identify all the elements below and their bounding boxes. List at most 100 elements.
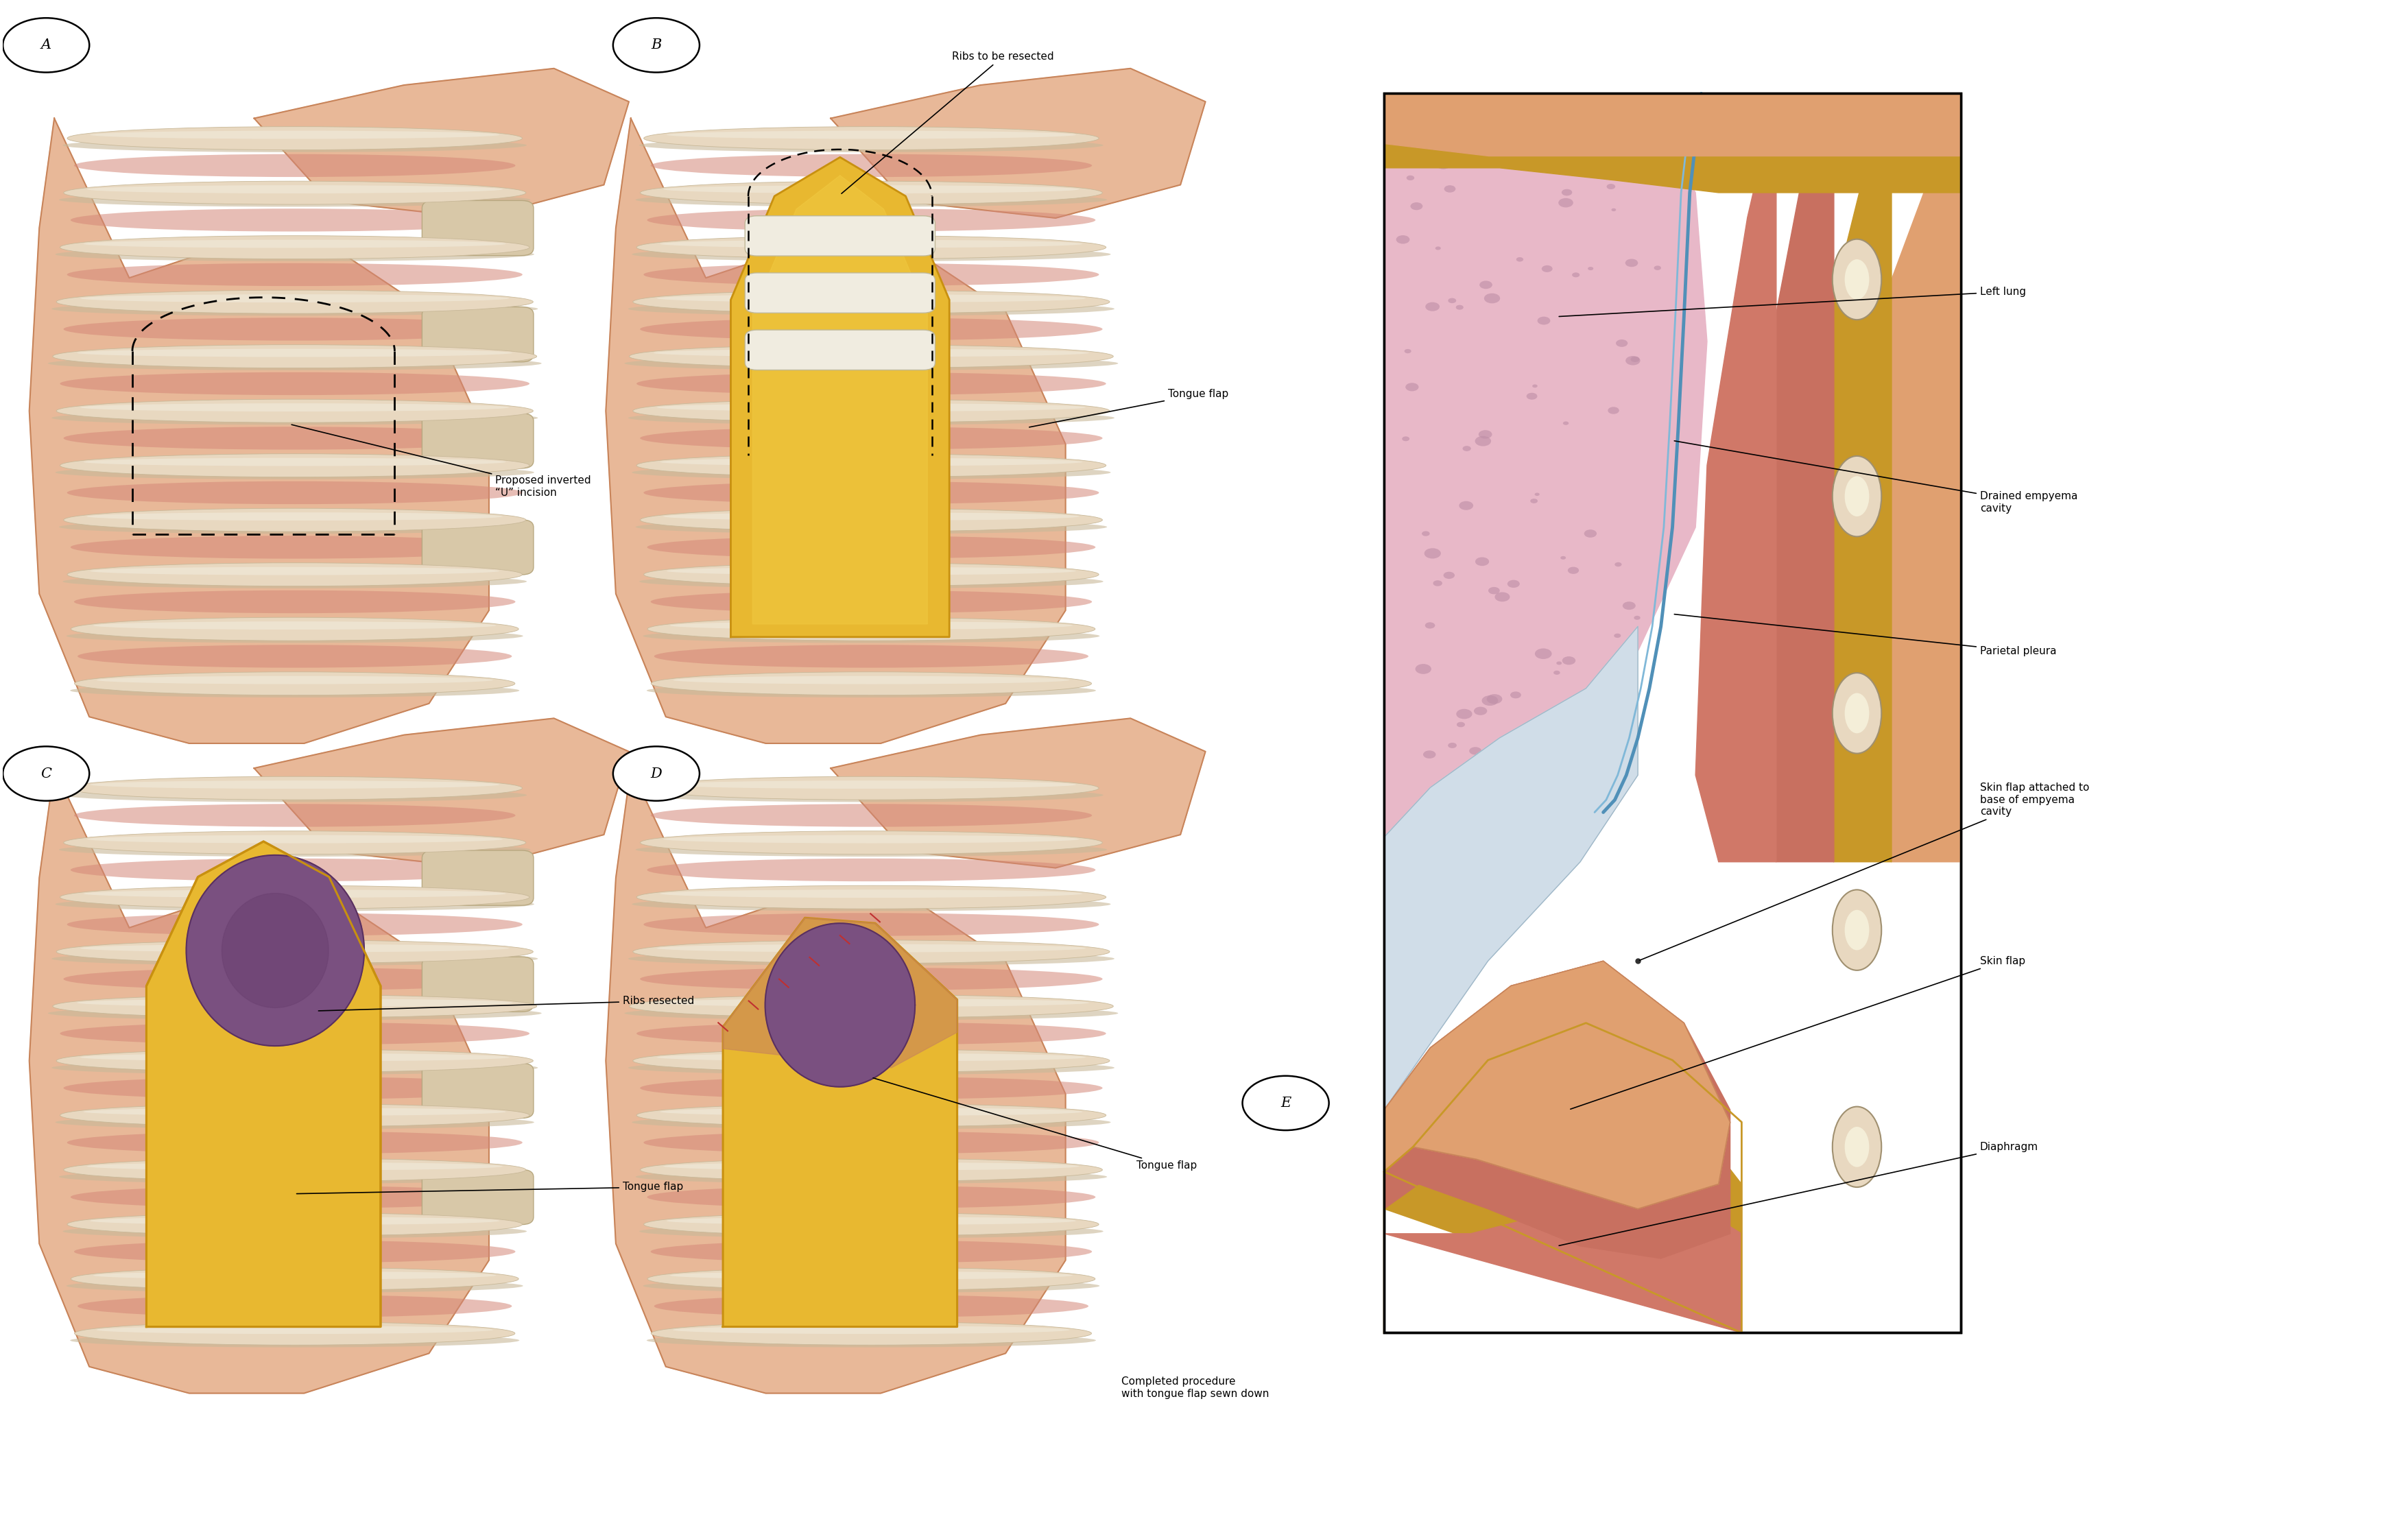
Circle shape	[1483, 293, 1500, 303]
Ellipse shape	[650, 804, 1091, 827]
Ellipse shape	[89, 1217, 498, 1224]
Circle shape	[1534, 648, 1551, 658]
Circle shape	[1476, 435, 1491, 446]
Ellipse shape	[89, 781, 498, 789]
Ellipse shape	[657, 944, 1086, 953]
Circle shape	[1486, 695, 1503, 704]
Ellipse shape	[70, 684, 520, 698]
Polygon shape	[1385, 1185, 1741, 1333]
Ellipse shape	[650, 155, 1091, 177]
Ellipse shape	[84, 1107, 506, 1117]
Circle shape	[1570, 769, 1577, 774]
Circle shape	[1404, 349, 1411, 353]
Ellipse shape	[628, 951, 1115, 966]
Ellipse shape	[650, 590, 1091, 613]
Ellipse shape	[67, 1279, 523, 1292]
Circle shape	[1406, 176, 1413, 181]
Ellipse shape	[624, 356, 1117, 370]
Circle shape	[1517, 258, 1524, 261]
Text: Tongue flap: Tongue flap	[296, 1182, 684, 1194]
Circle shape	[1457, 722, 1464, 727]
Ellipse shape	[643, 563, 1098, 586]
Ellipse shape	[55, 247, 535, 261]
Ellipse shape	[96, 677, 494, 684]
Ellipse shape	[638, 575, 1103, 589]
Ellipse shape	[67, 913, 523, 936]
Polygon shape	[1385, 94, 1707, 862]
Ellipse shape	[648, 1267, 1096, 1291]
Ellipse shape	[1832, 1106, 1881, 1188]
Ellipse shape	[70, 1267, 518, 1291]
Circle shape	[2, 18, 89, 73]
Circle shape	[1447, 297, 1457, 303]
Ellipse shape	[636, 520, 1108, 534]
Ellipse shape	[79, 294, 510, 302]
FancyBboxPatch shape	[421, 306, 535, 363]
Circle shape	[1553, 671, 1560, 675]
Ellipse shape	[63, 426, 525, 449]
Circle shape	[1445, 185, 1454, 193]
Circle shape	[614, 18, 698, 73]
Circle shape	[1442, 572, 1454, 579]
Ellipse shape	[60, 886, 530, 909]
Text: C: C	[41, 768, 51, 780]
Ellipse shape	[638, 1224, 1103, 1238]
Ellipse shape	[653, 998, 1088, 1007]
Ellipse shape	[75, 590, 515, 613]
FancyBboxPatch shape	[421, 520, 535, 575]
Circle shape	[1507, 579, 1519, 587]
Ellipse shape	[660, 458, 1084, 466]
Ellipse shape	[70, 1186, 520, 1209]
Circle shape	[1426, 302, 1440, 311]
Ellipse shape	[643, 1132, 1098, 1154]
Circle shape	[1459, 133, 1469, 140]
Ellipse shape	[1845, 259, 1869, 299]
Ellipse shape	[60, 1022, 530, 1045]
Ellipse shape	[96, 1326, 494, 1333]
Circle shape	[1401, 437, 1409, 441]
Circle shape	[1560, 190, 1572, 196]
Ellipse shape	[1845, 910, 1869, 950]
Ellipse shape	[63, 831, 525, 854]
Circle shape	[1606, 184, 1616, 190]
Circle shape	[1560, 557, 1565, 560]
Ellipse shape	[67, 262, 523, 287]
Ellipse shape	[1832, 457, 1881, 537]
Text: Tongue flap: Tongue flap	[874, 1079, 1197, 1171]
Polygon shape	[607, 118, 1064, 743]
Ellipse shape	[662, 185, 1079, 193]
Ellipse shape	[77, 645, 513, 667]
Circle shape	[1558, 199, 1572, 208]
Circle shape	[1640, 137, 1654, 146]
Ellipse shape	[662, 1162, 1079, 1171]
Ellipse shape	[55, 897, 535, 912]
Ellipse shape	[67, 126, 523, 150]
Circle shape	[1481, 695, 1498, 705]
Ellipse shape	[63, 181, 525, 205]
Ellipse shape	[662, 513, 1079, 520]
Ellipse shape	[641, 968, 1103, 991]
Ellipse shape	[631, 466, 1110, 479]
Polygon shape	[1385, 627, 1637, 1110]
Text: Drained empyema
cavity: Drained empyema cavity	[1674, 441, 2078, 514]
Polygon shape	[722, 918, 956, 1327]
Ellipse shape	[55, 399, 532, 423]
Polygon shape	[1881, 94, 1960, 862]
Ellipse shape	[657, 404, 1086, 411]
Circle shape	[1594, 153, 1611, 164]
Ellipse shape	[60, 372, 530, 394]
Ellipse shape	[89, 567, 498, 575]
Ellipse shape	[1845, 476, 1869, 516]
Ellipse shape	[636, 193, 1108, 206]
Polygon shape	[722, 918, 956, 1068]
Ellipse shape	[648, 209, 1096, 232]
Polygon shape	[185, 856, 364, 1045]
Ellipse shape	[94, 1271, 496, 1279]
Ellipse shape	[653, 349, 1088, 356]
FancyBboxPatch shape	[421, 1170, 535, 1224]
Circle shape	[1556, 661, 1563, 664]
Ellipse shape	[648, 1333, 1096, 1347]
Ellipse shape	[674, 677, 1069, 684]
Ellipse shape	[87, 513, 503, 520]
Ellipse shape	[657, 1053, 1086, 1062]
